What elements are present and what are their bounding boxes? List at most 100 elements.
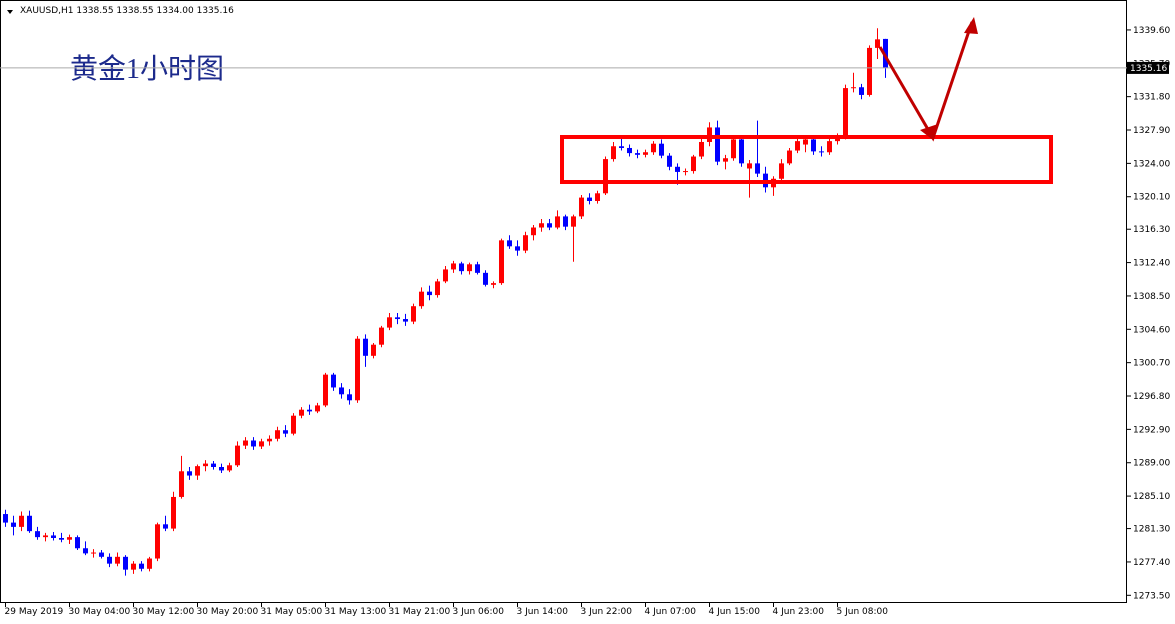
candle-body xyxy=(155,524,160,559)
candle-body xyxy=(867,47,872,95)
candle-body xyxy=(683,171,688,173)
x-tick-label: 4 Jun 15:00 xyxy=(709,607,761,617)
candle-body xyxy=(779,163,784,179)
x-tick-label: 30 May 12:00 xyxy=(133,607,195,617)
candle-body xyxy=(363,338,368,356)
candle-body xyxy=(51,535,56,538)
candle-body xyxy=(115,556,120,564)
candle-body xyxy=(99,552,104,557)
candle-body xyxy=(83,548,88,554)
y-tick-label: 1320.10 xyxy=(1133,193,1170,203)
range-box xyxy=(560,135,1053,184)
y-tick-label: 1324.00 xyxy=(1133,159,1170,169)
x-tick-label: 3 Jun 14:00 xyxy=(517,607,569,617)
candle-body xyxy=(131,563,136,570)
x-tick-label: 3 Jun 06:00 xyxy=(453,607,505,617)
candle-body xyxy=(91,552,96,554)
candle-body xyxy=(219,467,224,471)
y-tick-label: 1327.90 xyxy=(1133,126,1170,136)
candle-body xyxy=(211,463,216,468)
candle-body xyxy=(483,272,488,285)
candle-body xyxy=(723,158,728,162)
candle-body xyxy=(227,465,232,471)
candle-body xyxy=(435,281,440,296)
x-tick-label: 30 May 04:00 xyxy=(69,607,131,617)
candle-body xyxy=(387,317,392,328)
y-tick-label: 1281.30 xyxy=(1133,525,1170,535)
y-tick-label: 1277.40 xyxy=(1133,558,1170,568)
candle-body xyxy=(275,430,280,439)
candle-body xyxy=(579,197,584,217)
y-tick-label: 1273.50 xyxy=(1133,591,1170,601)
y-tick-label: 1285.10 xyxy=(1133,492,1170,502)
candle-body xyxy=(587,197,592,201)
candle-body xyxy=(843,88,848,138)
candle-body xyxy=(107,556,112,564)
candle-body xyxy=(499,240,504,284)
candle-body xyxy=(595,193,600,201)
y-tick-label: 1292.90 xyxy=(1133,425,1170,435)
candle-body xyxy=(67,537,72,540)
candle-body xyxy=(603,159,608,194)
candle-body xyxy=(755,163,760,174)
candle-body xyxy=(819,151,824,153)
x-tick-label: 4 Jun 23:00 xyxy=(773,607,825,617)
candle-body xyxy=(619,146,624,148)
candle-body xyxy=(875,39,880,48)
candle-body xyxy=(19,515,24,527)
candle-body xyxy=(179,471,184,497)
y-tick-label: 1316.30 xyxy=(1133,225,1170,235)
candle-body xyxy=(371,344,376,356)
candle-body xyxy=(707,127,712,142)
candle-body xyxy=(187,471,192,476)
candle-body xyxy=(547,223,552,228)
candle-body xyxy=(795,141,800,151)
candle-body xyxy=(451,263,456,270)
candle-body xyxy=(339,387,344,395)
candle-body xyxy=(11,522,16,527)
candle-body xyxy=(787,150,792,164)
candle-body xyxy=(667,155,672,167)
candle-body xyxy=(347,394,352,401)
candle-body xyxy=(475,264,480,273)
candle-body xyxy=(419,291,424,307)
candle-body xyxy=(883,38,888,68)
candle-body xyxy=(379,327,384,345)
candle-body xyxy=(331,374,336,388)
candle-body xyxy=(251,440,256,447)
chart-info: XAUUSD,H1 1338.55 1338.55 1334.00 1335.1… xyxy=(20,6,234,16)
y-tick-label: 1339.60 xyxy=(1133,26,1170,36)
y-tick-label: 1296.80 xyxy=(1133,392,1170,402)
candle-body xyxy=(611,146,616,160)
candle-body xyxy=(355,338,360,401)
x-tick-label: 5 Jun 08:00 xyxy=(837,607,889,617)
candle-body xyxy=(827,141,832,153)
candle-body xyxy=(651,143,656,153)
candle-body xyxy=(571,216,576,227)
x-tick-label: 30 May 20:00 xyxy=(197,607,259,617)
candle-body xyxy=(443,269,448,282)
y-tick-label: 1304.60 xyxy=(1133,325,1170,335)
plot-frame xyxy=(0,0,1127,603)
candle-body xyxy=(259,441,264,447)
candle-body xyxy=(747,163,752,169)
candle-body xyxy=(35,531,40,538)
candle-body xyxy=(147,558,152,569)
candle-body xyxy=(27,515,32,532)
menu-arrow xyxy=(7,10,13,14)
candle-body xyxy=(315,405,320,412)
y-tick-label: 1308.50 xyxy=(1133,292,1170,302)
candle-body xyxy=(699,141,704,157)
candle-body xyxy=(411,306,416,322)
candle-body xyxy=(427,291,432,296)
y-tick-label: 1300.70 xyxy=(1133,359,1170,369)
arrow-head xyxy=(964,17,978,34)
candle-body xyxy=(171,496,176,529)
candle-body xyxy=(659,143,664,156)
candle-body xyxy=(491,283,496,285)
candle-body xyxy=(523,235,528,251)
candle-body xyxy=(235,445,240,466)
candle-body xyxy=(395,317,400,320)
